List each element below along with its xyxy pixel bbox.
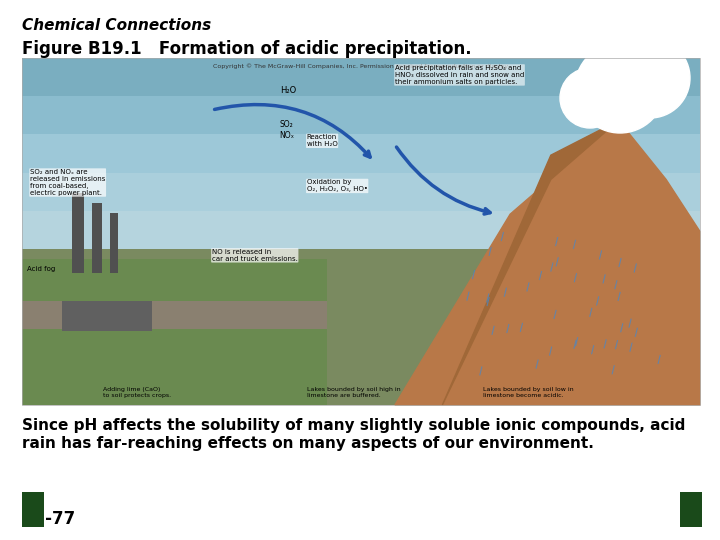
Bar — [680, 492, 702, 527]
Bar — [22, 249, 700, 405]
Text: Acid precipitation falls as H₂SO₄ and
HNO₃ dissolved in rain and snow and
their : Acid precipitation falls as H₂SO₄ and HN… — [395, 65, 524, 85]
Text: NO is released in
car and truck emissions.: NO is released in car and truck emission… — [212, 249, 297, 262]
Text: SO₂
NOₓ: SO₂ NOₓ — [279, 120, 294, 140]
Bar — [72, 193, 84, 273]
Text: Adding lime (CaO)
to soil protects crops.: Adding lime (CaO) to soil protects crops… — [104, 387, 171, 398]
Bar — [92, 203, 102, 273]
Text: Acid fog: Acid fog — [27, 266, 55, 272]
Bar — [22, 301, 327, 329]
Text: rain has far-reaching effects on many aspects of our environment.: rain has far-reaching effects on many as… — [22, 436, 594, 451]
Text: Lakes bounded by soil low in
limestone become acidic.: Lakes bounded by soil low in limestone b… — [483, 387, 574, 398]
Text: Since pH affects the solubility of many slightly soluble ionic compounds, acid: Since pH affects the solubility of many … — [22, 418, 685, 433]
Bar — [62, 301, 152, 331]
Text: Lakes bounded by soil high in
limestone are buffered.: Lakes bounded by soil high in limestone … — [307, 387, 400, 398]
Bar — [22, 211, 700, 250]
Bar — [22, 492, 44, 527]
Bar — [110, 213, 118, 273]
Polygon shape — [442, 120, 618, 405]
Bar — [22, 259, 327, 405]
Text: Chemical Connections: Chemical Connections — [22, 18, 211, 33]
Polygon shape — [395, 120, 700, 405]
Circle shape — [575, 43, 665, 133]
Text: SO₂ and NOₓ are
released in emissions
from coal-based,
electric power plant.: SO₂ and NOₓ are released in emissions fr… — [30, 169, 105, 196]
Circle shape — [610, 38, 690, 118]
Bar — [22, 172, 700, 212]
Text: Copyright © The McGraw-Hill Companies, Inc. Permission required for reproduction: Copyright © The McGraw-Hill Companies, I… — [213, 63, 509, 69]
Bar — [22, 134, 700, 173]
Text: Oxidation by
O₂, H₂O₂, O₃, HO•: Oxidation by O₂, H₂O₂, O₃, HO• — [307, 179, 368, 192]
Text: 19-77: 19-77 — [22, 510, 76, 528]
Text: H₂O: H₂O — [279, 86, 296, 94]
Circle shape — [560, 68, 620, 128]
Bar — [22, 58, 700, 405]
Text: Reaction
with H₂O: Reaction with H₂O — [307, 134, 338, 147]
Bar — [22, 58, 700, 97]
Text: Figure B19.1   Formation of acidic precipitation.: Figure B19.1 Formation of acidic precipi… — [22, 40, 472, 58]
Bar — [22, 96, 700, 136]
